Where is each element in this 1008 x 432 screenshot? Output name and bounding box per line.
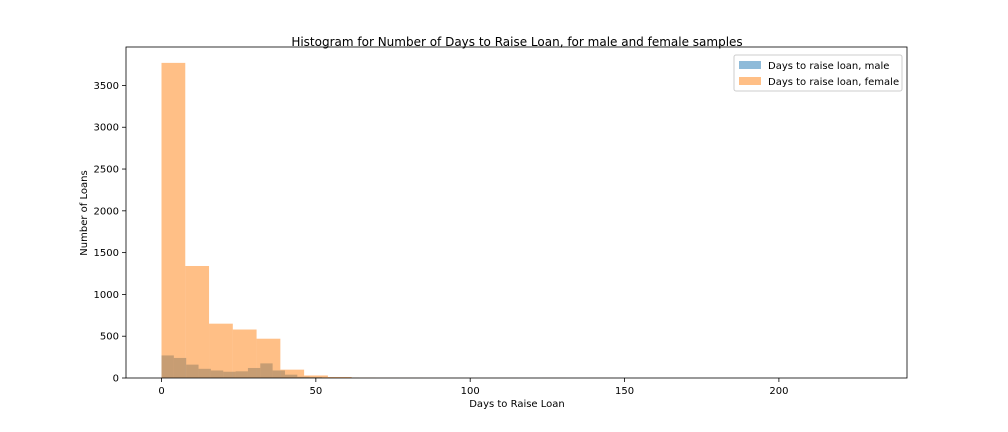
y-tick-label: 1500 xyxy=(94,248,119,259)
plot-area-frame xyxy=(125,46,908,379)
y-axis-ticks: 0 500 1000 1500 2000 2500 3000 3500 xyxy=(94,81,126,385)
legend-swatch-male xyxy=(739,61,761,69)
x-axis-label: Days to Raise Loan xyxy=(469,399,565,410)
x-tick-label: 150 xyxy=(615,386,634,397)
histogram-bar-female xyxy=(209,323,233,378)
x-tick-label: 50 xyxy=(309,386,322,397)
x-tick-label: 0 xyxy=(158,386,164,397)
y-tick-label: 3000 xyxy=(94,123,119,134)
histogram-bar-female xyxy=(304,375,328,378)
x-tick-label: 200 xyxy=(769,386,788,397)
x-axis-ticks: 0 50 100 150 200 xyxy=(158,378,788,397)
histogram-bar-female xyxy=(185,265,210,378)
x-tick-label: 100 xyxy=(461,386,480,397)
chart-title: Histogram for Number of Days to Raise Lo… xyxy=(291,35,742,49)
histogram-bar-female xyxy=(327,376,352,378)
legend-box xyxy=(733,54,903,92)
y-axis-label: Number of Loans xyxy=(79,170,90,255)
y-tick-label: 1000 xyxy=(94,290,119,301)
legend-label-female: Days to raise loan, female xyxy=(768,77,899,88)
y-tick-label: 2000 xyxy=(94,206,119,217)
y-tick-label: 3500 xyxy=(94,81,119,92)
histogram-bar-female xyxy=(280,369,305,378)
legend-label-male: Days to raise loan, male xyxy=(768,61,889,72)
histogram-bar-female xyxy=(256,338,281,378)
y-tick-label: 2500 xyxy=(94,165,119,176)
histogram-bar-female xyxy=(232,329,257,378)
histogram-bar-female xyxy=(161,62,186,378)
y-tick-label: 0 xyxy=(113,374,119,385)
legend: Days to raise loan, male Days to raise lo… xyxy=(733,54,903,92)
legend-swatch-female xyxy=(739,77,761,85)
histogram-bars xyxy=(161,62,875,378)
y-tick-label: 500 xyxy=(100,332,119,343)
